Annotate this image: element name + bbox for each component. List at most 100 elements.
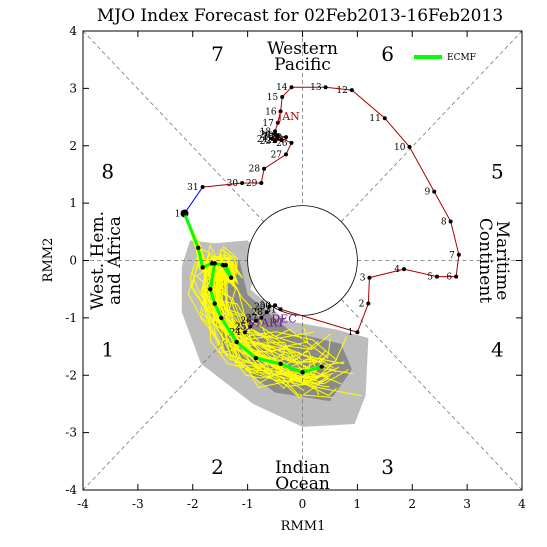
january-day-label: 5: [427, 273, 433, 283]
january-point: [289, 85, 294, 90]
january-point: [289, 140, 294, 145]
x-tick-label: 1: [354, 497, 362, 511]
january-point: [275, 135, 280, 140]
january-day-label: 18: [260, 127, 272, 137]
ensemble-member-line: [184, 213, 331, 359]
january-day-label: 30: [227, 179, 239, 189]
january-day-label: 28: [249, 165, 261, 175]
january-day-label: 25: [262, 133, 274, 143]
jan-feb-connector: [184, 186, 204, 214]
january-point: [402, 267, 407, 272]
december-day-label: 30: [260, 301, 272, 311]
y-tick-label: -4: [65, 483, 77, 497]
january-point: [432, 189, 437, 194]
ensemble-mean-point: [234, 339, 239, 345]
january-day-label: 4: [394, 265, 400, 275]
ensemble-mean-point: [208, 286, 213, 292]
january-point: [323, 85, 328, 90]
phase-label-3: 3: [381, 455, 394, 479]
region-left-line2: and Africa: [105, 216, 125, 305]
x-tick-label: -3: [132, 497, 144, 511]
x-tick-label: 4: [518, 497, 526, 511]
january-day-label: 17: [262, 119, 274, 129]
y-tick-label: 2: [69, 139, 77, 153]
january-day-label: 24: [260, 130, 272, 140]
phase-label-1: 1: [101, 337, 114, 361]
january-day-label: 26: [276, 139, 288, 149]
january-point: [355, 330, 360, 335]
january-month-label: JAN: [277, 110, 300, 123]
x-tick-label: -2: [187, 497, 199, 511]
december-day-label: 29: [254, 302, 266, 312]
ensemble-mean-point: [182, 211, 187, 216]
ensemble-mean-point: [319, 364, 324, 369]
january-day-label: 6: [446, 273, 452, 283]
december-point: [259, 315, 264, 320]
amplitude-circle: [247, 205, 358, 316]
ensemble-mean-point: [253, 355, 259, 361]
january-point: [270, 136, 275, 141]
x-tick-label: -1: [242, 497, 254, 511]
region-left-line1: West. Hem.: [88, 211, 108, 310]
december-point: [278, 307, 283, 312]
region-right-line1: Maritime: [492, 221, 512, 301]
january-point: [284, 135, 289, 140]
ensemble-mean-point: [212, 261, 217, 266]
december-day-label: 31: [265, 305, 276, 315]
january-point: [273, 139, 278, 144]
december-day-label: 28: [251, 308, 263, 318]
january-day-label: 14: [276, 83, 288, 93]
phase-label-8: 8: [101, 160, 114, 184]
dec-jan-connector: [280, 308, 358, 333]
december-point: [267, 304, 272, 309]
january-point: [448, 219, 453, 224]
january-point: [454, 274, 459, 279]
december-day-label: 27: [246, 314, 258, 324]
january-point: [280, 94, 285, 99]
january-point: [284, 152, 289, 157]
phase-label-6: 6: [381, 42, 394, 66]
legend-label-ecmf: ECMF: [447, 53, 476, 63]
january-day-label: 10: [394, 143, 406, 153]
ensemble-mean-point: [220, 262, 226, 268]
december-point: [264, 310, 269, 315]
y-tick-label: 4: [69, 24, 77, 38]
january-point: [366, 301, 371, 306]
guide-sw: [82, 299, 264, 491]
december-point: [273, 303, 278, 308]
guide-ne: [341, 30, 523, 222]
january-point: [367, 275, 372, 280]
january-point: [262, 166, 267, 171]
december-day-label: 24: [229, 328, 241, 338]
january-point: [275, 120, 280, 125]
january-point: [279, 138, 284, 143]
ensemble-mean-point: [200, 265, 205, 270]
january-day-label: 21: [257, 135, 268, 145]
y-tick-label: -1: [65, 311, 77, 325]
region-bottom-line1: Indian: [275, 458, 330, 478]
january-point: [273, 132, 278, 137]
ensemble-mean-point: [300, 370, 305, 375]
region-bottom-line2: Ocean: [275, 474, 330, 494]
december-point: [242, 330, 247, 335]
y-tick-label: 3: [69, 81, 77, 95]
january-day-label: 31: [187, 183, 198, 193]
ensemble-mean-point: [212, 301, 217, 306]
x-tick-label: 0: [299, 497, 307, 511]
legend: ECMF: [414, 53, 476, 63]
january-day-label: 29: [246, 179, 258, 189]
january-point: [407, 144, 412, 149]
january-day-label: 15: [267, 93, 279, 103]
december-day-label: 25: [235, 322, 247, 332]
january-point: [200, 185, 205, 190]
january-day-label: 27: [271, 150, 283, 160]
january-day-label: 22: [266, 136, 277, 146]
phase-guides: [82, 30, 523, 491]
start-label: START: [247, 316, 285, 329]
phase-label-2: 2: [211, 455, 224, 479]
january-point: [259, 181, 264, 186]
x-tick-label: 3: [463, 497, 471, 511]
